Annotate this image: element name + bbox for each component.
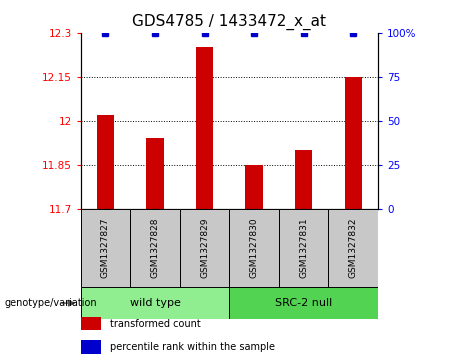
Bar [230, 209, 279, 287]
Text: GSM1327832: GSM1327832 [349, 217, 358, 278]
Text: genotype/variation: genotype/variation [5, 298, 97, 308]
Text: percentile rank within the sample: percentile rank within the sample [111, 342, 275, 352]
Bar [245, 165, 263, 209]
Bar [230, 287, 378, 319]
Bar [81, 317, 101, 330]
Text: transformed count: transformed count [111, 318, 201, 329]
Bar [81, 340, 101, 354]
Bar [97, 115, 114, 209]
Text: GSM1327827: GSM1327827 [101, 217, 110, 278]
Text: GSM1327831: GSM1327831 [299, 217, 308, 278]
Bar [180, 209, 229, 287]
Bar [344, 77, 362, 209]
Bar [81, 287, 230, 319]
Bar [279, 209, 328, 287]
Text: GSM1327830: GSM1327830 [249, 217, 259, 278]
Bar [130, 209, 180, 287]
Text: GSM1327829: GSM1327829 [200, 217, 209, 278]
Text: wild type: wild type [130, 298, 180, 308]
Bar [295, 150, 313, 209]
Bar [81, 209, 130, 287]
Bar [146, 138, 164, 209]
Title: GDS4785 / 1433472_x_at: GDS4785 / 1433472_x_at [132, 14, 326, 30]
Bar [328, 209, 378, 287]
Bar [196, 47, 213, 209]
Text: SRC-2 null: SRC-2 null [275, 298, 332, 308]
Text: GSM1327828: GSM1327828 [150, 217, 160, 278]
